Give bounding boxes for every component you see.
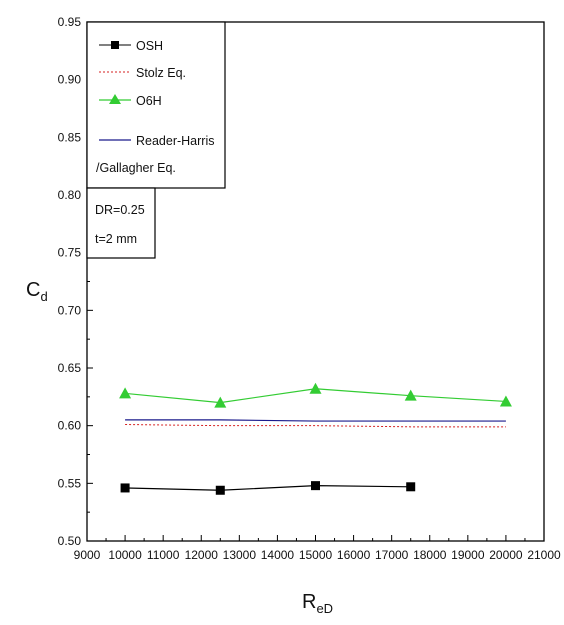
y-tick-label: 0.75	[58, 246, 82, 260]
y-tick-label: 0.95	[58, 15, 82, 29]
series-layer	[119, 382, 512, 495]
legend: OSH Stolz Eq. O6H Reader-Harris /Gallagh…	[86, 21, 226, 189]
legend-label-o6h: O6H	[136, 94, 162, 108]
y-axis-title: Cd	[26, 279, 48, 304]
x-tick-label: 12000	[185, 548, 219, 562]
data-point-o6h	[119, 387, 132, 399]
x-tick-label: 9000	[74, 548, 101, 562]
data-point-osh	[215, 485, 225, 495]
data-point-o6h	[404, 389, 417, 401]
data-point-osh	[120, 483, 130, 493]
annotation: DR=0.25 t=2 mm	[86, 187, 156, 259]
x-tick-label: 18000	[413, 548, 447, 562]
x-axis-title: ReD	[302, 591, 333, 616]
legend-o6h-marker	[109, 94, 121, 104]
data-point-o6h	[309, 382, 322, 394]
data-point-o6h	[214, 396, 227, 408]
legend-label-rhg-2: /Gallagher Eq.	[96, 161, 176, 175]
x-tick-label: 10000	[108, 548, 142, 562]
x-tick-label: 21000	[527, 548, 561, 562]
x-tick-label: 17000	[375, 548, 409, 562]
data-point-osh	[311, 481, 320, 491]
x-tick-label: 20000	[489, 548, 523, 562]
x-tick-label: 13000	[223, 548, 257, 562]
annotation-box	[86, 187, 156, 259]
annotation-dr: DR=0.25	[95, 203, 145, 217]
y-tick-label: 0.80	[58, 188, 82, 202]
data-point-o6h	[499, 395, 512, 407]
x-tick-label: 15000	[299, 548, 333, 562]
x-tick-label: 11000	[147, 548, 180, 562]
series-line-osh	[125, 485, 411, 491]
data-point-osh	[406, 482, 416, 492]
x-axis-title-main: R	[302, 591, 316, 613]
legend-label-stolz: Stolz Eq.	[136, 66, 186, 80]
axis-ticks: 9000 10000 11000 12000 13000 14000 15000 16000 1…	[58, 15, 561, 562]
series-line-reader-harris-gallagher-eq	[125, 419, 506, 422]
legend-box	[86, 21, 226, 189]
y-tick-label: 0.50	[58, 534, 82, 548]
y-tick-label: 0.60	[58, 419, 82, 433]
x-tick-label: 19000	[451, 548, 485, 562]
y-tick-label: 0.85	[58, 130, 82, 144]
y-tick-label: 0.70	[58, 303, 82, 317]
y-tick-label: 0.55	[58, 476, 82, 490]
x-tick-label: 16000	[337, 548, 371, 562]
series-line-stolz-eq	[125, 424, 506, 428]
y-axis-title-sub: d	[40, 289, 47, 304]
legend-label-rhg: Reader-Harris	[136, 134, 215, 148]
x-tick-label: 14000	[261, 548, 295, 562]
y-tick-label: 0.65	[58, 361, 82, 375]
legend-osh-marker	[111, 41, 119, 49]
y-tick-label: 0.90	[58, 73, 82, 87]
y-axis-title-main: C	[26, 279, 40, 301]
annotation-t: t=2 mm	[95, 232, 137, 246]
x-axis-title-sub: eD	[316, 601, 333, 616]
legend-label-osh: OSH	[136, 39, 163, 53]
